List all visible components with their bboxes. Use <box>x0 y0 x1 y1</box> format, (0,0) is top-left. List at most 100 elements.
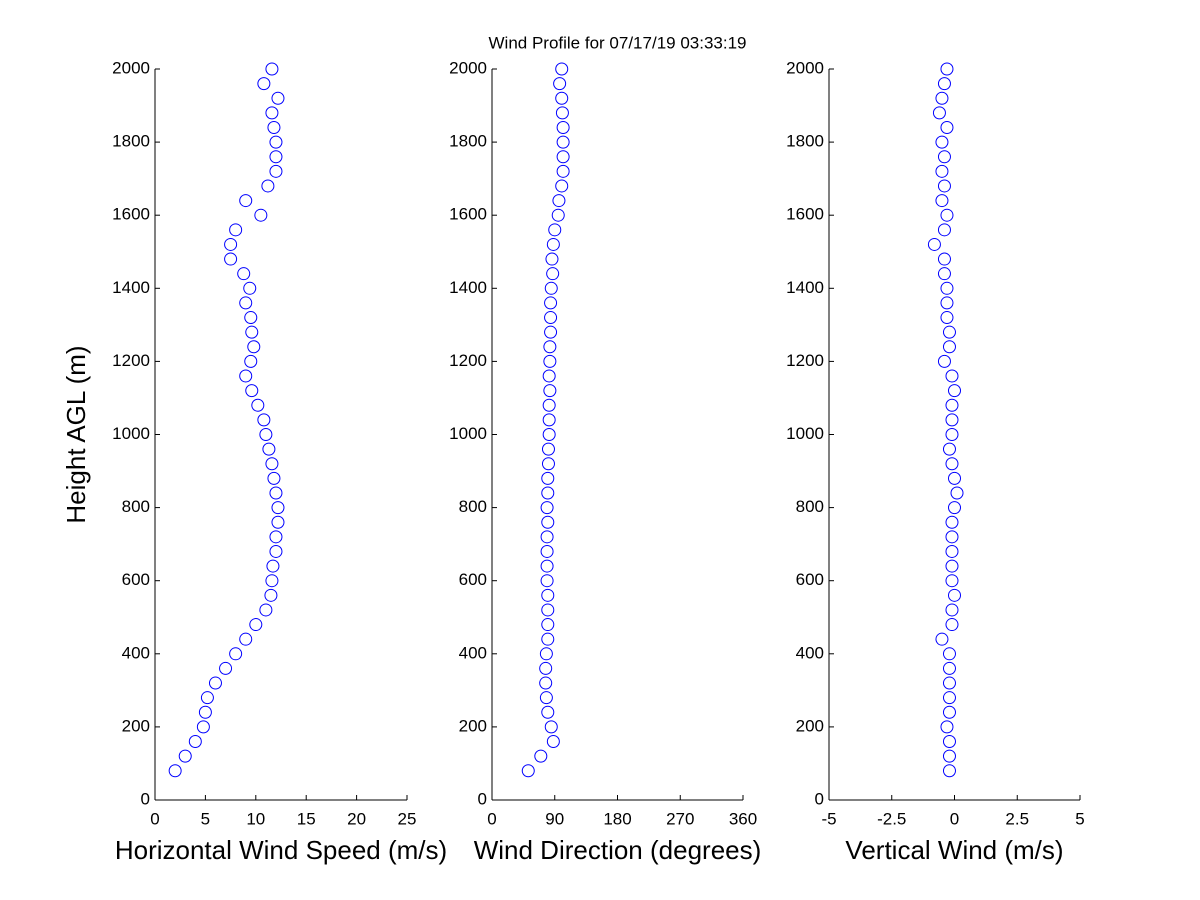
x-tick-label: 25 <box>398 809 417 828</box>
point <box>541 588 555 602</box>
y-tick-label: 1400 <box>786 278 824 297</box>
point <box>543 354 557 368</box>
point <box>257 77 271 91</box>
y-tick-label: 200 <box>796 716 824 735</box>
point <box>945 603 959 617</box>
point <box>265 574 279 588</box>
point <box>544 720 558 734</box>
point <box>940 720 954 734</box>
point <box>271 515 285 529</box>
point <box>948 501 961 515</box>
point <box>553 77 567 91</box>
point <box>269 486 283 500</box>
y-tick-label: 1600 <box>449 205 487 224</box>
point <box>935 164 949 178</box>
point <box>548 223 562 237</box>
point <box>937 179 951 193</box>
point <box>239 296 253 310</box>
x-tick-label: 360 <box>729 809 757 828</box>
point <box>239 632 253 646</box>
point <box>945 530 959 544</box>
point <box>269 164 283 178</box>
point <box>546 267 560 281</box>
point <box>247 340 261 354</box>
point <box>937 77 951 91</box>
y-tick-label: 800 <box>122 497 150 516</box>
point <box>935 135 949 149</box>
y-tick-label: 1800 <box>449 132 487 151</box>
point <box>540 574 554 588</box>
y-tick-label: 2000 <box>112 58 150 77</box>
point <box>940 311 954 325</box>
point <box>245 325 259 339</box>
point <box>937 150 951 164</box>
y-tick-label: 1800 <box>786 132 824 151</box>
point <box>948 384 961 398</box>
point <box>945 457 959 471</box>
point <box>945 428 959 441</box>
y-tick-label: 600 <box>796 570 824 589</box>
x-tick-label: 10 <box>246 809 265 828</box>
point <box>942 325 956 339</box>
y-tick-label: 400 <box>459 643 487 662</box>
point <box>261 179 275 193</box>
x-tick-label: 0 <box>150 809 159 828</box>
point <box>239 369 253 383</box>
point <box>244 311 258 325</box>
point <box>942 647 956 661</box>
point <box>178 749 192 763</box>
point <box>937 267 951 281</box>
point <box>224 252 238 266</box>
x-axis-label: Horizontal Wind Speed (m/s) <box>115 835 447 865</box>
point <box>198 705 212 719</box>
point <box>544 281 558 295</box>
point <box>940 281 954 295</box>
point <box>940 208 954 222</box>
point <box>942 442 956 456</box>
point <box>556 120 570 134</box>
point <box>542 398 556 412</box>
point <box>249 618 263 632</box>
point <box>555 91 569 105</box>
x-tick-label: 0 <box>950 809 959 828</box>
y-tick-label: 1000 <box>112 424 150 443</box>
point <box>541 471 555 485</box>
point <box>219 661 233 675</box>
x-tick-label: 2.5 <box>1005 809 1029 828</box>
y-tick-label: 0 <box>815 789 824 808</box>
point <box>942 735 956 749</box>
point <box>259 428 273 441</box>
y-tick-label: 800 <box>796 497 824 516</box>
point <box>543 340 557 354</box>
point <box>224 237 238 251</box>
point <box>269 150 283 164</box>
y-tick-label: 0 <box>478 789 487 808</box>
y-tick-label: 1000 <box>786 424 824 443</box>
point <box>541 515 555 529</box>
point <box>940 296 954 310</box>
y-tick-label: 1600 <box>786 205 824 224</box>
point <box>540 501 554 515</box>
point <box>948 471 961 485</box>
point <box>208 676 222 690</box>
y-tick-label: 600 <box>459 570 487 589</box>
point <box>937 223 951 237</box>
point <box>257 413 271 427</box>
point <box>541 705 555 719</box>
x-tick-label: 20 <box>347 809 366 828</box>
y-tick-label: 1200 <box>112 351 150 370</box>
point <box>521 764 535 778</box>
point <box>541 486 555 500</box>
point <box>267 120 281 134</box>
point <box>265 62 279 76</box>
point <box>541 632 555 646</box>
y-axis-label: Height AGL (m) <box>61 345 91 523</box>
point <box>244 354 258 368</box>
point <box>543 384 557 398</box>
y-tick-label: 400 <box>796 643 824 662</box>
y-tick-label: 200 <box>459 716 487 735</box>
x-tick-label: 5 <box>201 809 210 828</box>
point <box>243 281 257 295</box>
point <box>556 150 570 164</box>
